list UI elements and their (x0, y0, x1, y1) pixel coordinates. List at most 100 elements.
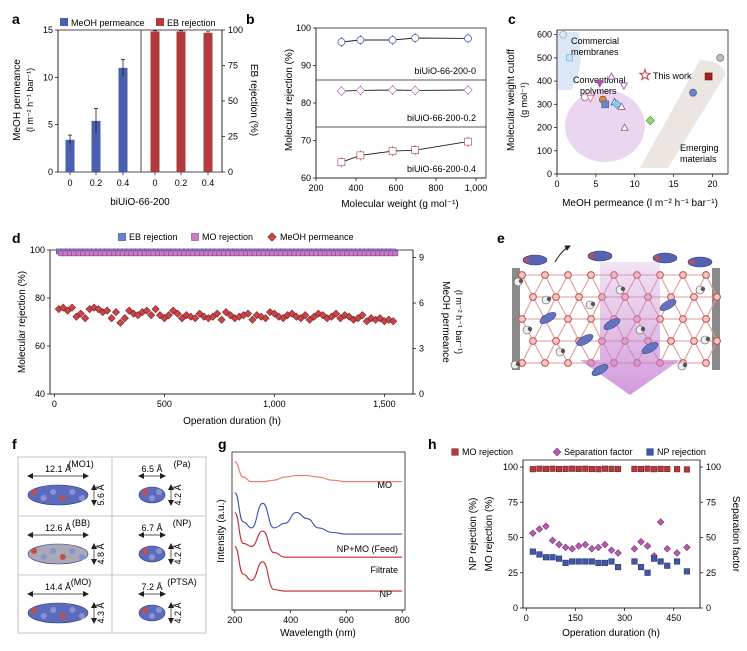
x-tick-label: 800 (395, 615, 410, 625)
molecule-atom (142, 548, 148, 554)
data-point (388, 36, 397, 44)
region-emerging (640, 60, 726, 168)
data-point (620, 123, 629, 131)
y2-tick-label: 0 (228, 167, 233, 177)
molecule-name: (MO1) (68, 459, 94, 469)
molecule-atom (156, 489, 162, 495)
lattice-linker (578, 318, 592, 342)
x-tick-label: 0 (152, 178, 157, 188)
series-label: biUiO-66-200-0.4 (407, 164, 476, 174)
data-point-meoh (318, 311, 327, 320)
x-tick-label: 10 (630, 179, 640, 189)
data-point-meoh (243, 309, 253, 318)
molecule-atom (69, 548, 76, 554)
lattice-node (702, 315, 710, 323)
data-point-meoh (389, 317, 398, 326)
x-tick-label: 1,000 (263, 399, 286, 409)
data-point (582, 465, 589, 472)
data-point (411, 146, 420, 154)
rejected-molecule (652, 252, 678, 264)
data-point (588, 558, 595, 565)
data-point (689, 88, 697, 97)
y2-axis-unit: (l m⁻² h⁻¹ bar⁻¹) (454, 290, 464, 354)
data-point-meoh (67, 303, 77, 312)
data-point-meoh (274, 312, 283, 321)
data-point (651, 466, 658, 473)
y-tick-label: 25 (508, 568, 518, 578)
data-point-meoh (191, 314, 200, 323)
rejected-molecule (522, 254, 548, 266)
y-tick-label: 0 (547, 169, 552, 179)
data-point-meoh (169, 306, 178, 315)
data-point (586, 95, 595, 103)
panel-label-g: g (218, 436, 227, 452)
solvent-atom (620, 286, 626, 292)
data-point-meoh (111, 308, 121, 317)
legend-marker (646, 448, 654, 456)
data-point (595, 80, 605, 88)
y-tick-label: 15 (43, 25, 53, 35)
lattice-linker (659, 340, 672, 364)
data-point (556, 465, 563, 473)
spectrum-line (234, 511, 403, 558)
y-tick-label: 60 (301, 173, 311, 183)
data-point-meoh (120, 314, 129, 323)
data-point (464, 34, 472, 43)
y2-tick-label: 3 (419, 344, 424, 354)
molecule-atom (524, 257, 530, 263)
region-conventional (565, 90, 645, 162)
data-point (529, 466, 536, 473)
y-tick-label: 50 (508, 533, 518, 543)
molecule-atom (589, 253, 595, 259)
data-point-meoh (103, 306, 112, 315)
data-point-meoh (116, 318, 125, 327)
molecule-atom (149, 554, 155, 560)
y-axis-title: Molecular rejection (%) (284, 49, 295, 151)
x-tick-label: 400 (283, 615, 298, 625)
y2-tick-label: 6 (419, 298, 424, 308)
data-point-meoh (301, 311, 310, 320)
panel-b-rejection-chart: 60 70 80 90 100 200 400 600 800 1,000 Molecular we… (284, 23, 487, 210)
data-point (637, 564, 645, 571)
lattice-linker (555, 318, 569, 342)
y2-tick-label: 50 (706, 533, 716, 543)
lattice-linker (693, 296, 707, 320)
data-point (411, 34, 420, 42)
solvent-atom (700, 286, 706, 292)
data-point (664, 465, 671, 473)
membrane-wall-right (712, 268, 720, 370)
x-tick-label: 600 (339, 615, 354, 625)
data-point-meoh (261, 314, 270, 323)
panel-label-f: f (12, 436, 17, 452)
data-point (529, 529, 537, 538)
x-axis-title: Operation duration (h) (183, 416, 281, 427)
data-point-meoh (107, 314, 116, 323)
lattice-node (529, 293, 537, 301)
plot-frame (522, 459, 701, 609)
lattice-node (564, 359, 572, 367)
y2-tick-label: 25 (706, 568, 716, 578)
lattice-linker (705, 318, 718, 342)
y-tick-label: 100 (503, 462, 518, 472)
molecule-atom (31, 607, 37, 613)
lattice-linker (532, 296, 546, 320)
data-point-meoh (155, 311, 165, 320)
x-tick-label: 400 (348, 183, 363, 193)
spectrum-label: NP (379, 589, 392, 599)
data-point (575, 558, 582, 565)
data-point (637, 465, 645, 473)
y-tick-label: 60 (35, 341, 45, 351)
data-point (536, 465, 543, 472)
solute-molecules (510, 250, 713, 376)
lattice-linker (544, 274, 557, 298)
y2-axis-title: MeOH permeance (440, 281, 451, 363)
data-point (549, 465, 556, 472)
solvent-atom (705, 336, 711, 342)
data-point (601, 559, 608, 566)
lattice-node (702, 271, 710, 279)
data-point (336, 86, 347, 96)
lattice-linker (705, 296, 718, 320)
legend-label: MeOH permeance (280, 232, 354, 242)
molecule-name: (MO) (71, 577, 92, 587)
rejection-arrow (554, 245, 571, 263)
